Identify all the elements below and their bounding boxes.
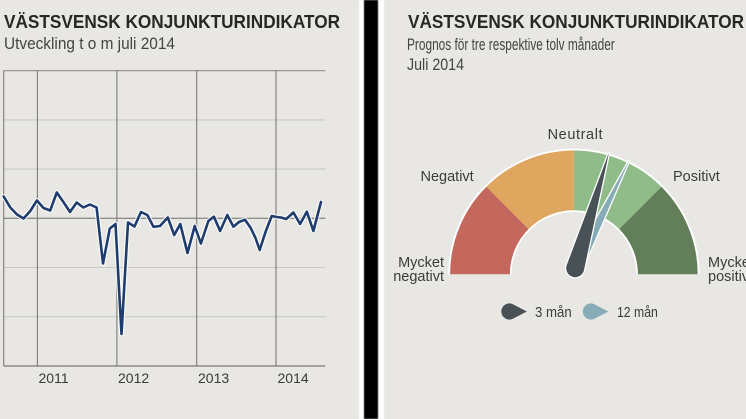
svg-text:2013: 2013 (198, 370, 229, 386)
svg-text:2014: 2014 (278, 370, 309, 386)
svg-text:2011: 2011 (39, 370, 69, 386)
svg-text:2012: 2012 (118, 370, 149, 386)
